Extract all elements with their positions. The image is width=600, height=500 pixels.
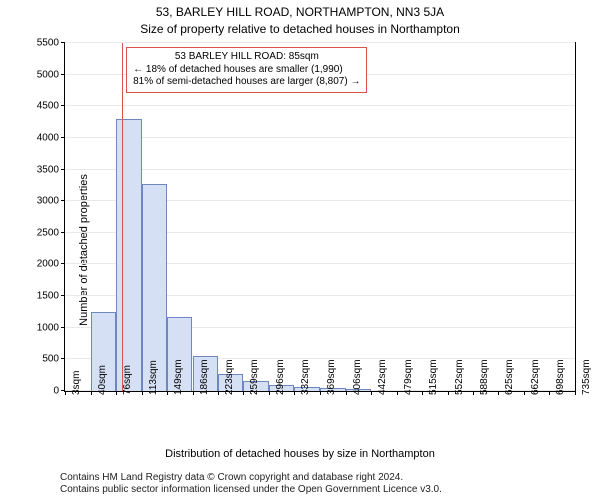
x-tick-label: 369sqm	[326, 359, 337, 395]
x-tick-mark	[422, 391, 423, 395]
y-tick-label: 4500	[37, 101, 59, 112]
x-tick-mark	[294, 391, 295, 395]
x-tick-mark	[65, 391, 66, 395]
x-tick-label: 479sqm	[403, 359, 414, 395]
x-tick-mark	[269, 391, 270, 395]
x-tick-mark	[575, 391, 576, 395]
footer-line-2: Contains public sector information licen…	[60, 484, 442, 496]
y-tick-label: 2500	[37, 227, 59, 238]
x-tick-label: 406sqm	[352, 359, 363, 395]
x-tick-mark	[397, 391, 398, 395]
x-tick-label: 735sqm	[581, 359, 592, 395]
y-tick-label: 3000	[37, 196, 59, 207]
x-tick-mark	[371, 391, 372, 395]
x-tick-mark	[524, 391, 525, 395]
grid-line	[65, 42, 575, 43]
y-tick-mark	[61, 263, 65, 264]
histogram-plot-area: 0500100015002000250030003500400045005000…	[64, 42, 576, 392]
x-tick-mark	[320, 391, 321, 395]
x-tick-mark	[218, 391, 219, 395]
x-tick-mark	[243, 391, 244, 395]
x-tick-label: 223sqm	[224, 359, 235, 395]
y-tick-label: 4000	[37, 132, 59, 143]
x-tick-label: 149sqm	[173, 359, 184, 395]
y-tick-label: 2000	[37, 259, 59, 270]
footer-line-1: Contains HM Land Registry data © Crown c…	[60, 472, 442, 484]
x-tick-label: 588sqm	[479, 359, 490, 395]
x-tick-mark	[91, 391, 92, 395]
y-tick-label: 1000	[37, 322, 59, 333]
x-tick-label: 698sqm	[555, 359, 566, 395]
property-callout: 53 BARLEY HILL ROAD: 85sqm← 18% of detac…	[126, 47, 367, 93]
y-tick-mark	[61, 169, 65, 170]
y-tick-mark	[61, 295, 65, 296]
y-tick-mark	[61, 74, 65, 75]
callout-line: ← 18% of detached houses are smaller (1,…	[133, 64, 360, 77]
page-title-address: 53, BARLEY HILL ROAD, NORTHAMPTON, NN3 5…	[0, 5, 600, 19]
x-tick-label: 113sqm	[148, 360, 159, 395]
y-tick-label: 5000	[37, 69, 59, 80]
y-tick-mark	[61, 105, 65, 106]
x-tick-label: 515sqm	[428, 359, 439, 395]
x-tick-mark	[473, 391, 474, 395]
y-tick-label: 500	[42, 354, 59, 365]
x-tick-label: 3sqm	[71, 371, 82, 395]
x-tick-mark	[549, 391, 550, 395]
x-tick-label: 662sqm	[530, 359, 541, 395]
x-tick-mark	[193, 391, 194, 395]
y-tick-mark	[61, 358, 65, 359]
grid-line	[65, 105, 575, 106]
y-tick-label: 1500	[37, 291, 59, 302]
x-tick-label: 259sqm	[249, 359, 260, 395]
x-tick-mark	[448, 391, 449, 395]
callout-line: 53 BARLEY HILL ROAD: 85sqm	[133, 51, 360, 64]
x-tick-label: 625sqm	[504, 359, 515, 395]
x-axis-label: Distribution of detached houses by size …	[0, 448, 600, 460]
y-tick-mark	[61, 42, 65, 43]
x-tick-label: 442sqm	[377, 359, 388, 395]
x-tick-label: 296sqm	[275, 359, 286, 395]
y-tick-label: 3500	[37, 164, 59, 175]
x-tick-label: 76sqm	[122, 365, 133, 395]
y-tick-mark	[61, 200, 65, 201]
x-tick-mark	[116, 391, 117, 395]
attribution-footer: Contains HM Land Registry data © Crown c…	[60, 472, 442, 496]
y-tick-label: 0	[53, 386, 59, 397]
y-tick-mark	[61, 232, 65, 233]
y-tick-label: 5500	[37, 38, 59, 49]
x-tick-label: 552sqm	[454, 359, 465, 395]
property-marker-line	[122, 43, 123, 391]
x-tick-label: 332sqm	[300, 359, 311, 395]
x-tick-mark	[167, 391, 168, 395]
y-tick-mark	[61, 327, 65, 328]
x-tick-mark	[142, 391, 143, 395]
x-tick-label: 40sqm	[97, 365, 108, 395]
x-tick-mark	[346, 391, 347, 395]
y-tick-mark	[61, 137, 65, 138]
x-tick-mark	[498, 391, 499, 395]
x-tick-label: 186sqm	[199, 359, 210, 395]
histogram-bar	[116, 119, 142, 391]
callout-line: 81% of semi-detached houses are larger (…	[133, 76, 360, 89]
page-subtitle: Size of property relative to detached ho…	[0, 22, 600, 36]
